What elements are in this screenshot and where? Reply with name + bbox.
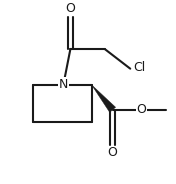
Text: N: N <box>59 78 68 91</box>
Text: O: O <box>108 146 118 160</box>
Polygon shape <box>92 85 116 112</box>
Text: Cl: Cl <box>133 61 145 74</box>
Text: O: O <box>137 103 147 116</box>
Text: O: O <box>65 2 75 15</box>
